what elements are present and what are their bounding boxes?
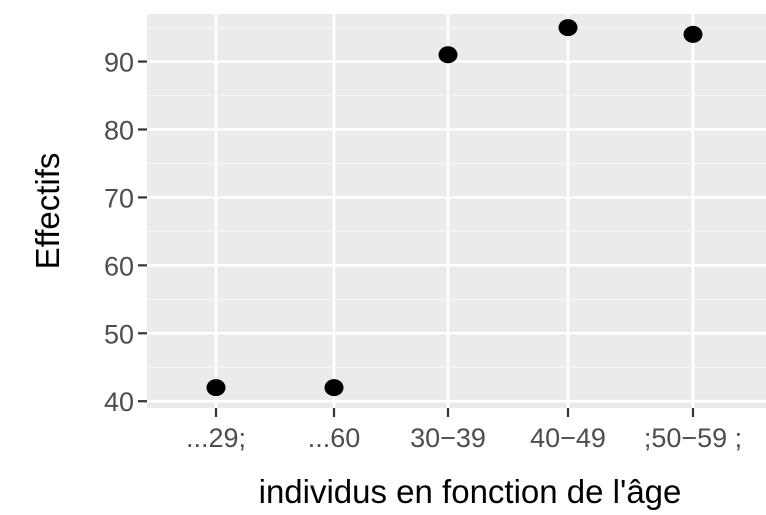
x-tick-label: ;50−59 ; — [644, 423, 742, 453]
x-axis-title: individus en fonction de l'âge — [259, 473, 682, 510]
y-tick-label: 90 — [104, 48, 134, 78]
x-tick-label: 30−39 — [410, 423, 486, 453]
tick-labels: 40 50 60 70 80 90 ...29; ...60 30−39 40−49 ;50−59 … — [104, 48, 742, 453]
data-points — [206, 19, 703, 397]
y-tick-label: 50 — [104, 319, 134, 349]
data-point — [438, 46, 458, 64]
axis-ticks — [138, 60, 695, 417]
y-tick-label: 80 — [104, 115, 134, 145]
grid-lines — [147, 14, 766, 408]
data-point — [558, 19, 578, 37]
y-axis-title: Effectifs — [29, 153, 66, 270]
x-tick-label: ...29; — [186, 423, 246, 453]
data-point — [206, 379, 226, 397]
y-tick-label: 60 — [104, 251, 134, 281]
y-tick-label: 70 — [104, 183, 134, 213]
data-point — [683, 25, 703, 43]
plot-panel — [147, 14, 766, 408]
x-tick-label: ...60 — [308, 423, 361, 453]
data-point — [324, 379, 344, 397]
x-tick-label: 40−49 — [530, 423, 606, 453]
y-tick-label: 40 — [104, 387, 134, 417]
